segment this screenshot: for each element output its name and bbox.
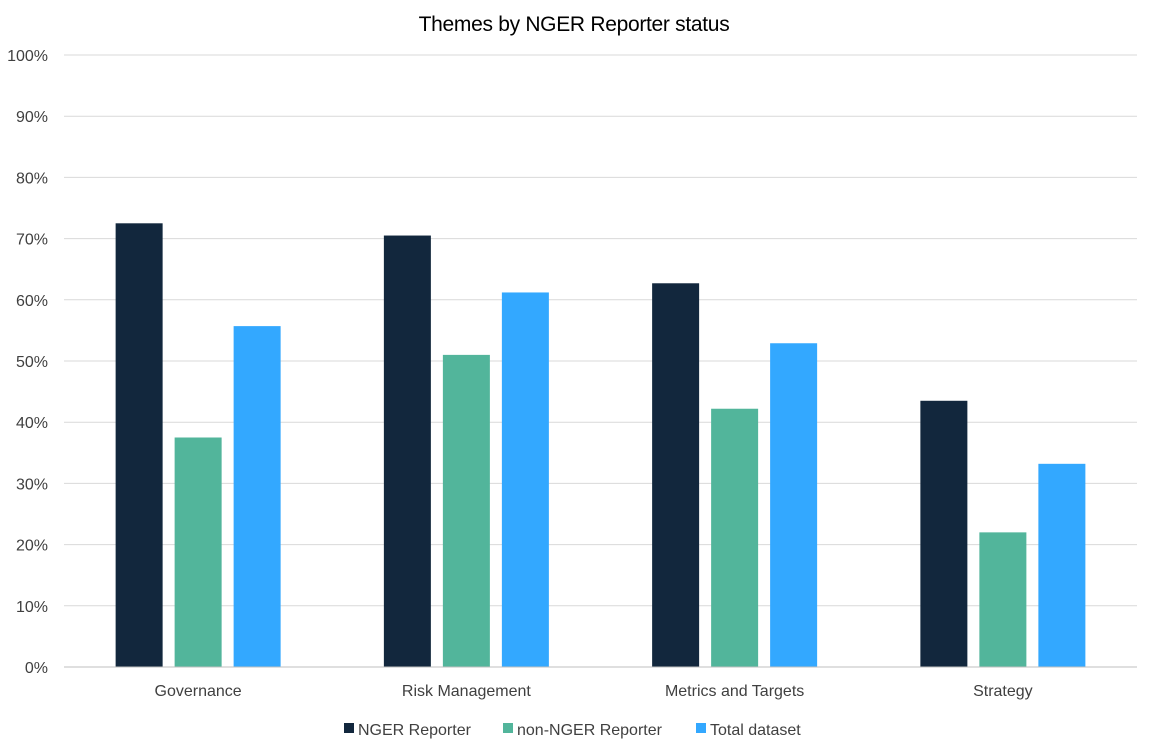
y-tick-label: 60% — [16, 293, 48, 310]
x-category-label: Risk Management — [402, 683, 532, 700]
gridlines — [64, 54, 1137, 607]
bar-non-nger-reporter-1 — [442, 354, 490, 667]
bar-total-dataset-1 — [501, 292, 549, 667]
bar-non-nger-reporter-3 — [979, 532, 1027, 667]
x-category-label: Governance — [155, 683, 242, 700]
legend: NGER Reporter non-NGER Reporter Total data… — [344, 722, 801, 739]
y-tick-label: 30% — [16, 476, 48, 493]
bar-total-dataset-2 — [770, 343, 818, 667]
y-tick-label: 100% — [7, 48, 48, 65]
chart-title: Themes by NGER Reporter status — [419, 13, 730, 36]
bar-nger-reporter-2 — [652, 283, 700, 667]
x-category-label: Metrics and Targets — [665, 683, 804, 700]
x-category-label: Strategy — [973, 683, 1033, 700]
x-axis-categories: Governance Risk Management Metrics and Tar… — [155, 683, 1033, 700]
y-tick-label: 0% — [25, 660, 48, 677]
legend-swatch — [344, 723, 354, 733]
y-tick-label: 20% — [16, 538, 48, 555]
bar-total-dataset-3 — [1038, 463, 1086, 667]
y-tick-label: 70% — [16, 232, 48, 249]
legend-swatch — [503, 723, 513, 733]
y-tick-label: 10% — [16, 599, 48, 616]
legend-swatch — [696, 723, 706, 733]
y-axis-ticks: 0% 10% 20% 30% 40% 50% 60% 70% 80% 90% 100% — [7, 48, 48, 677]
legend-label: NGER Reporter — [358, 722, 472, 739]
bar-nger-reporter-3 — [920, 400, 968, 667]
bar-total-dataset-0 — [233, 326, 281, 667]
legend-label: Total dataset — [710, 722, 801, 739]
bar-non-nger-reporter-0 — [174, 437, 222, 667]
y-tick-label: 90% — [16, 109, 48, 126]
bar-non-nger-reporter-2 — [711, 408, 759, 667]
bar-nger-reporter-1 — [383, 235, 431, 668]
y-tick-label: 50% — [16, 354, 48, 371]
legend-label: non-NGER Reporter — [517, 722, 663, 739]
y-tick-label: 40% — [16, 415, 48, 432]
bar-nger-reporter-0 — [115, 223, 163, 668]
y-tick-label: 80% — [16, 170, 48, 187]
bars — [115, 223, 1086, 668]
